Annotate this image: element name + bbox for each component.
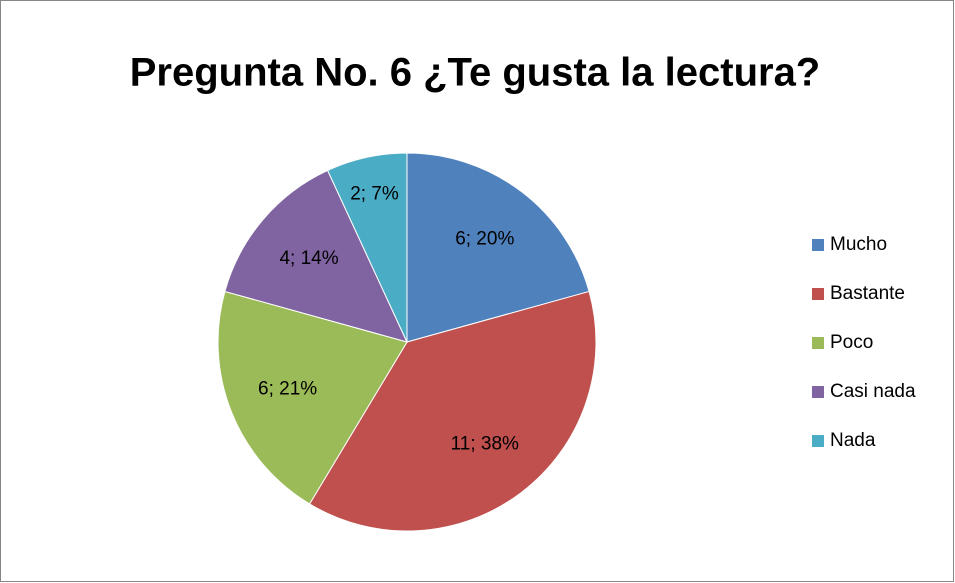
data-label: 6; 20% — [455, 229, 514, 250]
data-label: 11; 38% — [451, 433, 519, 454]
data-label: 2; 7% — [350, 183, 399, 204]
legend-swatch — [812, 386, 824, 398]
legend-swatch — [812, 288, 824, 300]
pie-slice — [217, 290, 408, 505]
pie-slice — [406, 152, 590, 343]
chart-title: Pregunta No. 6 ¿Te gusta la lectura? — [130, 51, 821, 95]
legend-label: Nada — [830, 430, 876, 451]
legend-swatch — [812, 435, 824, 447]
data-label: 4; 14% — [279, 248, 338, 269]
legend-label: Bastante — [830, 283, 905, 304]
legend-label: Casi nada — [830, 381, 916, 402]
data-label: 6; 21% — [258, 379, 317, 400]
pie-slice — [326, 152, 408, 343]
legend-swatch — [812, 337, 824, 349]
legend-label: Poco — [830, 332, 873, 353]
pie-slice — [224, 169, 408, 343]
legend-swatch — [812, 239, 824, 251]
pie-slice — [308, 290, 597, 532]
legend-label: Mucho — [830, 234, 887, 255]
